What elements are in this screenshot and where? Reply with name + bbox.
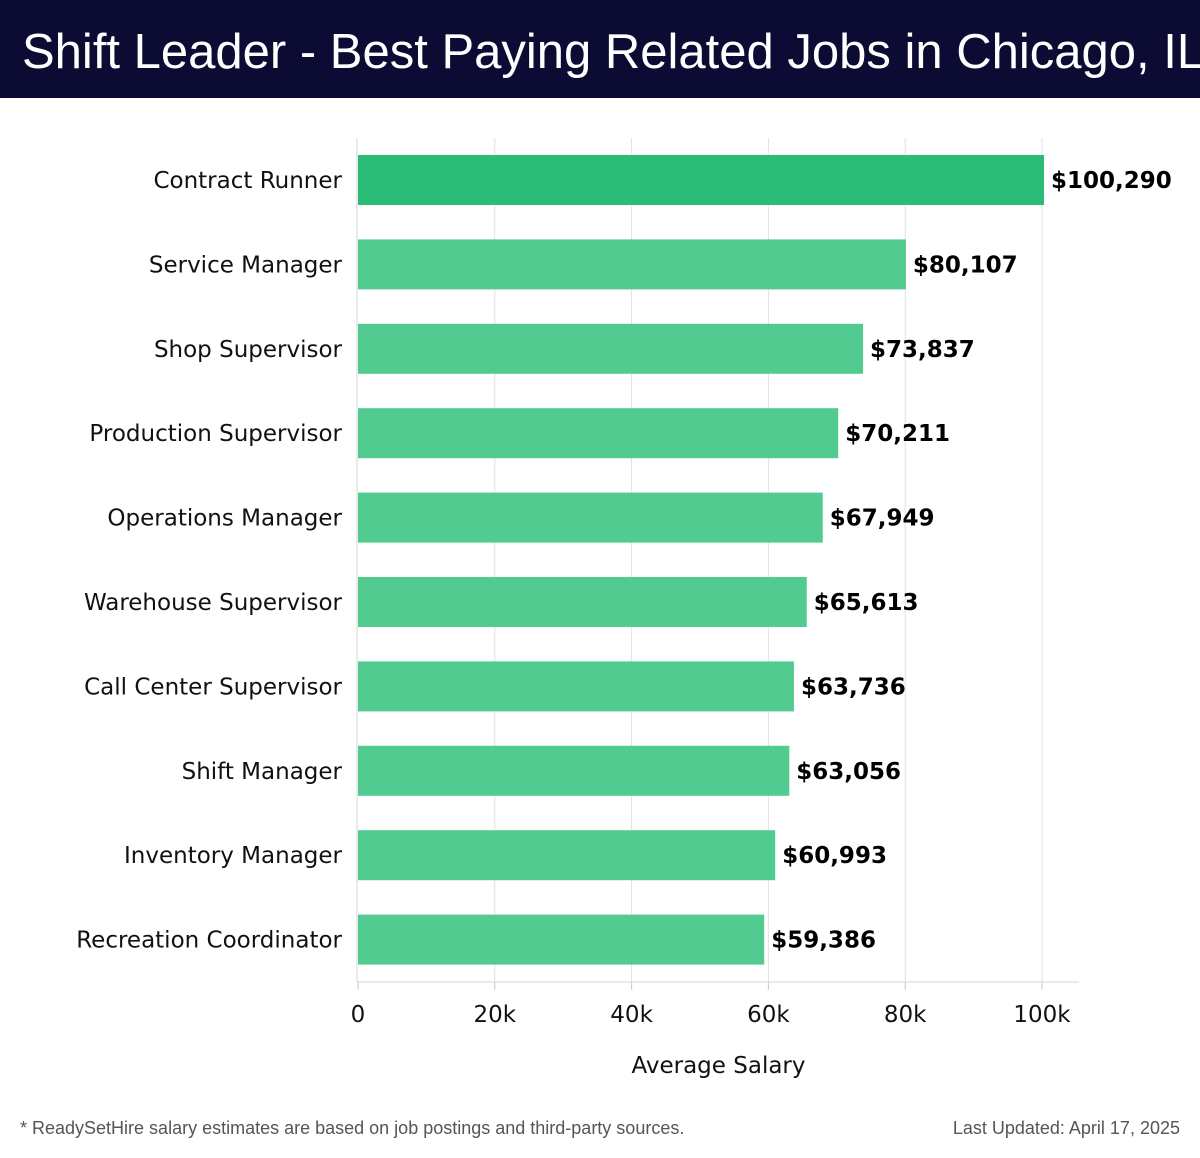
bar <box>358 914 765 965</box>
data-label: $70,211 <box>845 421 950 447</box>
x-tick-label: 20k <box>474 1002 517 1028</box>
category-label: Operations Manager <box>107 506 342 532</box>
category-label: Service Manager <box>149 252 343 278</box>
bar <box>358 577 807 627</box>
category-label: Shop Supervisor <box>154 337 343 363</box>
bar <box>358 661 794 712</box>
category-label: Shift Manager <box>182 759 343 785</box>
data-label: $63,736 <box>801 674 906 700</box>
category-label: Inventory Manager <box>124 843 343 869</box>
bar <box>358 155 1044 205</box>
x-tick-label: 80k <box>884 1002 927 1028</box>
data-label: $73,837 <box>870 337 975 363</box>
category-label: Contract Runner <box>153 168 342 194</box>
category-label: Call Center Supervisor <box>84 674 342 700</box>
x-tick-label: 100k <box>1013 1002 1071 1028</box>
bar <box>358 830 776 881</box>
x-tick-label: 40k <box>610 1002 653 1028</box>
bar <box>358 239 906 290</box>
category-label: Recreation Coordinator <box>76 928 342 954</box>
data-label: $59,386 <box>771 928 876 954</box>
chart-title: Shift Leader - Best Paying Related Jobs … <box>22 25 1200 79</box>
data-label: $63,056 <box>796 759 901 785</box>
data-label: $67,949 <box>830 506 935 532</box>
data-label: $60,993 <box>782 843 887 869</box>
bar <box>358 492 823 543</box>
last-updated: Last Updated: April 17, 2025 <box>952 1118 1180 1138</box>
bar <box>358 408 839 459</box>
data-label: $65,613 <box>814 590 919 616</box>
x-axis-title: Average Salary <box>631 1053 805 1079</box>
x-tick-label: 0 <box>351 1002 366 1028</box>
x-tick-label: 60k <box>747 1002 790 1028</box>
category-label: Production Supervisor <box>89 421 342 447</box>
bar <box>358 745 790 796</box>
data-label: $80,107 <box>913 252 1018 278</box>
category-label: Warehouse Supervisor <box>84 590 343 616</box>
bar <box>358 323 864 374</box>
footnote: * ReadySetHire salary estimates are base… <box>20 1118 685 1138</box>
data-label: $100,290 <box>1051 168 1172 194</box>
title-banner: Shift Leader - Best Paying Related Jobs … <box>0 0 1200 98</box>
